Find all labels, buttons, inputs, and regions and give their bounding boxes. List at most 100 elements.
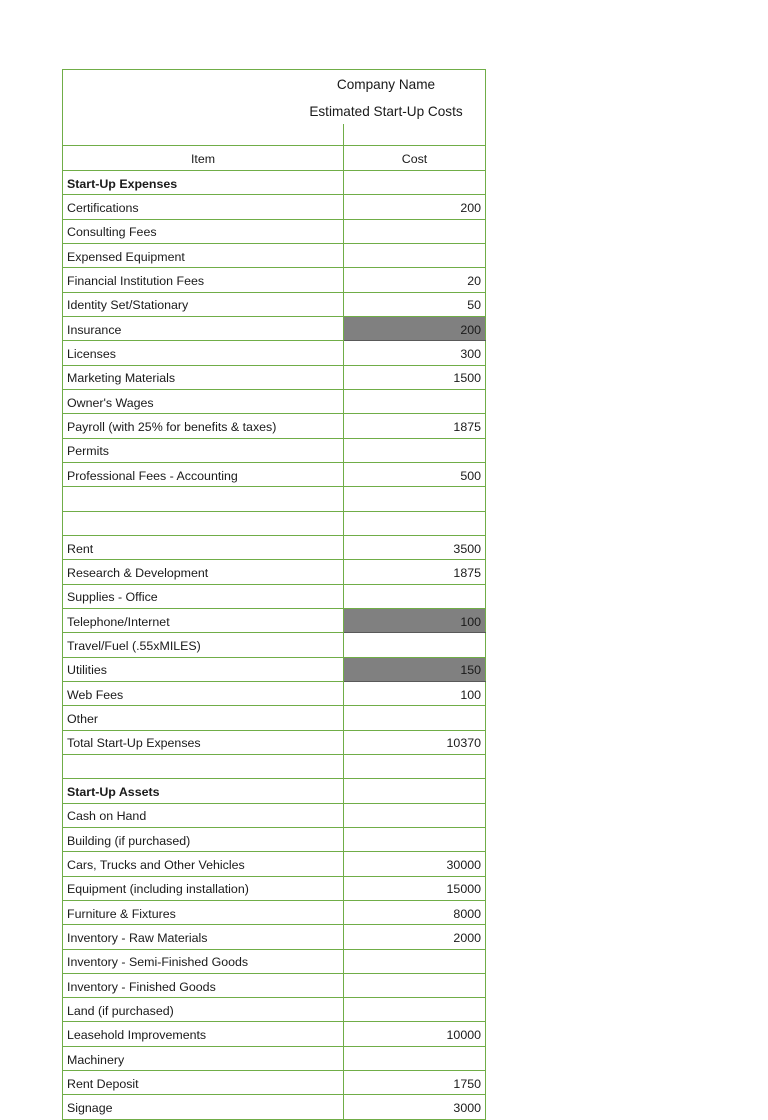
costs-table: Company Name Estimated Start-Up Costs It… xyxy=(62,69,486,1120)
table-row: Consulting Fees xyxy=(62,219,486,244)
cost-cell xyxy=(343,511,486,536)
item-cell: Inventory - Finished Goods xyxy=(62,973,344,999)
item-cell: Utilities xyxy=(62,657,344,682)
item-cell: Cash on Hand xyxy=(62,803,344,828)
item-cell: Total Start-Up Expenses xyxy=(62,730,344,755)
table-row: Building (if purchased) xyxy=(62,827,486,853)
table-row: Owner's Wages xyxy=(62,389,486,415)
column-header-row: Item Cost xyxy=(62,145,486,171)
cost-cell xyxy=(343,949,486,974)
cost-cell xyxy=(343,1046,486,1072)
table-row: Supplies - Office xyxy=(62,584,486,609)
table-row xyxy=(62,486,486,512)
item-cell xyxy=(62,754,344,780)
table-row: Identity Set/Stationary 50 xyxy=(62,292,486,317)
table-row: Leasehold Improvements 10000 xyxy=(62,1021,486,1047)
table-row: Machinery xyxy=(62,1046,486,1072)
table-row: Financial Institution Fees 20 xyxy=(62,267,486,293)
cost-cell: 3000 xyxy=(343,1094,486,1120)
table-row: Professional Fees - Accounting 500 xyxy=(62,462,486,488)
item-cell: Cars, Trucks and Other Vehicles xyxy=(62,851,344,877)
table-row: Utilities 150 xyxy=(62,657,486,682)
cost-cell: 100 xyxy=(343,608,486,634)
item-cell: Identity Set/Stationary xyxy=(62,292,344,317)
cost-cell xyxy=(343,632,486,658)
cost-cell xyxy=(343,973,486,999)
column-header-cost: Cost xyxy=(343,145,486,171)
cost-cell: 200 xyxy=(343,194,486,220)
table-row: Cash on Hand xyxy=(62,803,486,828)
table-row xyxy=(62,511,486,536)
cost-cell: 1500 xyxy=(343,365,486,390)
cost-cell xyxy=(343,997,486,1023)
table-row: Travel/Fuel (.55xMILES) xyxy=(62,632,486,658)
item-cell: Insurance xyxy=(62,316,344,342)
item-cell: Payroll (with 25% for benefits & taxes) xyxy=(62,413,344,439)
table-row: Telephone/Internet 100 xyxy=(62,608,486,634)
startup-costs-sheet: Company Name Estimated Start-Up Costs It… xyxy=(62,69,486,1120)
item-cell: Other xyxy=(62,705,344,731)
cost-cell: 100 xyxy=(343,681,486,707)
table-row: Total Start-Up Expenses 10370 xyxy=(62,730,486,755)
cost-cell: 1750 xyxy=(343,1070,486,1096)
item-cell: Furniture & Fixtures xyxy=(62,900,344,926)
cost-cell: 10000 xyxy=(343,1021,486,1047)
cost-cell xyxy=(343,754,486,780)
table-row: Inventory - Finished Goods xyxy=(62,973,486,999)
table-row: Start-Up Expenses xyxy=(62,170,486,196)
cost-cell: 1875 xyxy=(343,413,486,439)
item-cell: Signage xyxy=(62,1094,344,1120)
table-row: Permits xyxy=(62,438,486,463)
item-cell: Machinery xyxy=(62,1046,344,1072)
table-row: Cars, Trucks and Other Vehicles 30000 xyxy=(62,851,486,877)
cost-cell: 150 xyxy=(343,657,486,682)
item-cell: Research & Development xyxy=(62,559,344,585)
cost-cell: 30000 xyxy=(343,851,486,877)
spacer-row xyxy=(62,124,486,146)
item-cell: Inventory - Raw Materials xyxy=(62,924,344,950)
item-cell: Supplies - Office xyxy=(62,584,344,609)
item-cell: Rent Deposit xyxy=(62,1070,344,1096)
cost-cell xyxy=(343,219,486,244)
item-cell: Marketing Materials xyxy=(62,365,344,390)
cost-cell: 500 xyxy=(343,462,486,488)
table-row: Marketing Materials 1500 xyxy=(62,365,486,390)
cost-cell xyxy=(343,584,486,609)
item-cell: Owner's Wages xyxy=(62,389,344,415)
cost-cell xyxy=(343,389,486,415)
item-cell xyxy=(62,486,344,512)
table-row: Land (if purchased) xyxy=(62,997,486,1023)
item-cell: Start-Up Expenses xyxy=(62,170,344,196)
table-row: Other xyxy=(62,705,486,731)
table-row: Insurance 200 xyxy=(62,316,486,342)
cost-cell xyxy=(343,705,486,731)
table-row: Start-Up Assets xyxy=(62,778,486,804)
table-row: Expensed Equipment xyxy=(62,243,486,269)
table-row: Certifications 200 xyxy=(62,194,486,220)
cost-cell xyxy=(343,243,486,269)
table-body-section: Start-Up Expenses Certifications 200 Con… xyxy=(62,170,486,1120)
item-cell: Inventory - Semi-Finished Goods xyxy=(62,949,344,974)
cost-cell: 20 xyxy=(343,267,486,293)
cost-cell xyxy=(343,827,486,853)
table-row: Furniture & Fixtures 8000 xyxy=(62,900,486,926)
cost-cell xyxy=(343,803,486,828)
item-cell xyxy=(62,511,344,536)
item-cell: Web Fees xyxy=(62,681,344,707)
item-cell: Building (if purchased) xyxy=(62,827,344,853)
company-name-title: Company Name xyxy=(336,77,436,93)
table-row: Inventory - Semi-Finished Goods xyxy=(62,949,486,974)
table-row: Rent Deposit 1750 xyxy=(62,1070,486,1096)
subtitle-row: Estimated Start-Up Costs xyxy=(63,97,486,124)
table-head-section: Company Name Estimated Start-Up Costs It… xyxy=(62,70,486,171)
cost-cell: 1875 xyxy=(343,559,486,585)
table-row: Signage 3000 xyxy=(62,1094,486,1120)
column-header-item: Item xyxy=(62,145,344,171)
title-row: Company Name xyxy=(63,70,486,98)
cost-cell xyxy=(343,486,486,512)
table-row: Rent 3500 xyxy=(62,535,486,561)
item-cell: Expensed Equipment xyxy=(62,243,344,269)
table-row: Inventory - Raw Materials 2000 xyxy=(62,924,486,950)
item-cell: Financial Institution Fees xyxy=(62,267,344,293)
item-cell: Travel/Fuel (.55xMILES) xyxy=(62,632,344,658)
